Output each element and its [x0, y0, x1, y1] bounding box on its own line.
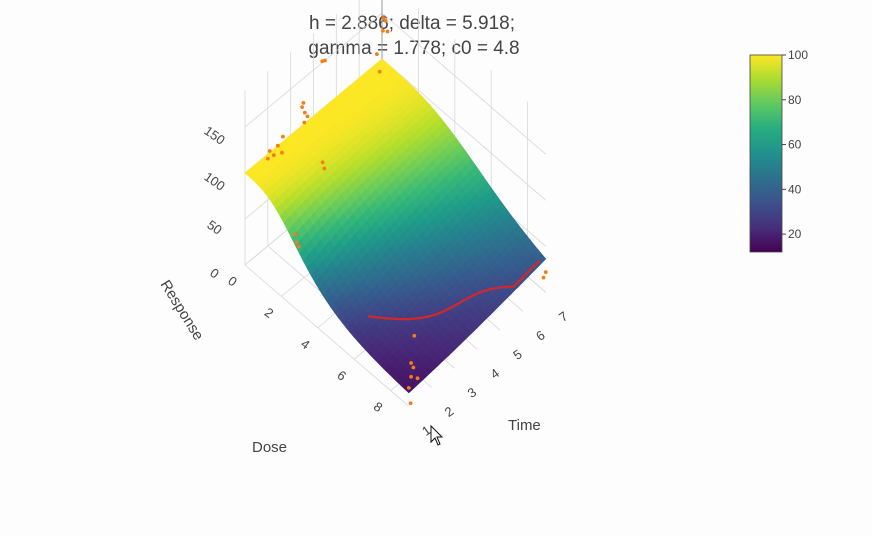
data-point [381, 28, 385, 33]
colorbar-gradient [749, 54, 783, 253]
data-point [296, 244, 301, 249]
colorbar-tick: 100 [788, 48, 808, 62]
data-point [305, 114, 310, 119]
data-point [322, 166, 327, 171]
data-point [293, 232, 297, 237]
data-point [377, 69, 382, 74]
dose-tick: 2 [262, 304, 277, 320]
arrow-pointer-icon [430, 424, 444, 446]
data-point [385, 29, 390, 34]
data-point [320, 59, 325, 64]
data-point [301, 101, 306, 105]
time-tick: 5 [510, 346, 525, 362]
data-point [409, 361, 413, 365]
axis-title-time: Time [508, 417, 541, 434]
time-tick: 3 [465, 384, 480, 400]
chart-title-line-2: gamma = 1.778; c0 = 4.8 [308, 38, 519, 59]
data-point [383, 18, 388, 23]
data-point [409, 374, 413, 379]
data-point [543, 270, 548, 274]
time-tick: 4 [487, 365, 502, 381]
data-point [265, 156, 270, 161]
data-point [295, 240, 299, 245]
response-surface [244, 58, 547, 394]
colorbar: 20 40 60 80 100 [749, 48, 808, 253]
time-tick: 7 [556, 308, 571, 324]
data-point [302, 120, 307, 125]
data-point [541, 275, 546, 280]
response-tick: 100 [201, 169, 227, 194]
colorbar-tick: 40 [788, 182, 802, 196]
data-point [271, 153, 276, 158]
data-point [267, 149, 272, 153]
chart-title-line-1: h = 2.886; delta = 5.918; [309, 13, 515, 34]
colorbar-tick: 20 [788, 227, 802, 241]
response-tick: 0 [207, 265, 222, 281]
dose-tick: 6 [335, 367, 350, 383]
colorbar-tick: 80 [788, 93, 802, 107]
data-point [302, 110, 307, 115]
data-point [276, 143, 280, 148]
data-point [300, 105, 304, 109]
dose-tick: 0 [225, 273, 240, 289]
response-tick: 150 [201, 123, 227, 148]
data-point [375, 52, 379, 56]
observed-points [265, 16, 548, 406]
data-point [381, 16, 386, 20]
data-point [406, 386, 411, 390]
colorbar-tick: 60 [788, 138, 802, 152]
axis-title-response: Response [157, 277, 207, 343]
data-point [281, 134, 285, 139]
response-tick: 50 [204, 217, 224, 238]
data-point [411, 365, 416, 370]
data-point [320, 160, 325, 165]
dose-tick: 8 [371, 399, 386, 415]
time-tick: 2 [442, 403, 457, 419]
data-point [280, 150, 284, 155]
axis-title-dose: Dose [252, 439, 287, 456]
dose-tick: 4 [298, 336, 313, 352]
data-point [408, 401, 413, 406]
data-point [412, 333, 417, 338]
red-response-curve [367, 259, 541, 321]
data-point [415, 376, 420, 381]
time-tick: 6 [533, 327, 548, 343]
